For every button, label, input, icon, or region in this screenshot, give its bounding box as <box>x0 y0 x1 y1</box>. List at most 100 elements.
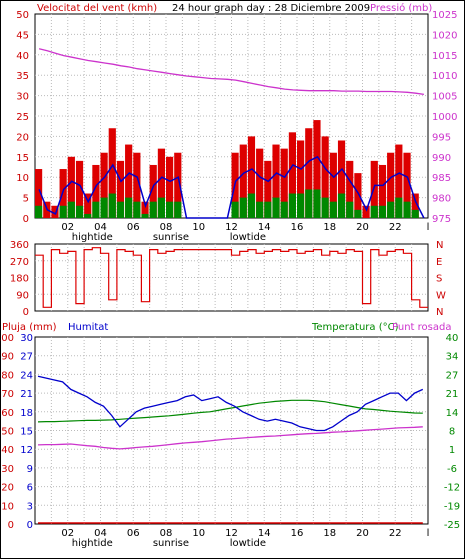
wind-gust-bar <box>133 152 141 218</box>
wind-low-bar <box>231 201 239 218</box>
direction-y-tick: 0 <box>23 307 29 318</box>
hour-tick-label: 10 <box>192 222 205 233</box>
hour-tick-label: 16 <box>291 528 304 539</box>
hour-tick-label: 22 <box>389 528 402 539</box>
pressure-y-tick: 980 <box>432 194 451 205</box>
rain-y-tick: 70 <box>1 389 14 400</box>
wind-panel: 0510152025303540455097598098599099510001… <box>16 10 457 243</box>
wind-gust-bar <box>59 169 67 218</box>
temperature-y-tick: 34 <box>446 352 459 363</box>
wind-y-tick: 15 <box>16 153 29 164</box>
hour-tick-label: 06 <box>127 528 140 539</box>
direction-y-tick: 360 <box>10 240 29 251</box>
marker-lowtide: lowtide <box>230 538 266 549</box>
wind-gust-bar <box>354 173 362 218</box>
rain-y-tick: 100 <box>0 333 14 344</box>
hour-tick-label: 04 <box>94 528 107 539</box>
wind-gust-bar <box>51 205 59 218</box>
wind-gust-bar <box>264 160 272 218</box>
temperature-y-tick: 14 <box>446 408 459 419</box>
hour-tick-label: 16 <box>291 222 304 233</box>
wind-gust-bar <box>378 164 387 218</box>
hour-tick-label: 14 <box>258 528 271 539</box>
direction-y-tick: 270 <box>10 257 29 268</box>
wind-gust-bar <box>337 140 346 218</box>
humidity-y-tick: 30 <box>20 333 33 344</box>
wind-gust-bar <box>116 160 125 218</box>
rain-y-tick: 40 <box>1 445 14 456</box>
wind-low-bar <box>321 197 329 218</box>
wind-low-bar <box>133 201 141 218</box>
hour-tick-label: 02 <box>61 528 74 539</box>
wind-gust-bar <box>149 164 157 218</box>
wind-low-bar <box>157 197 165 218</box>
wind-gust-bar <box>362 205 370 218</box>
marker-sunrise: sunrise <box>153 538 189 549</box>
pressure-y-tick: 1015 <box>432 51 457 62</box>
wind-low-bar <box>247 193 256 218</box>
wind-low-bar <box>75 205 84 218</box>
wind-gust-bar <box>395 144 403 218</box>
rain-y-tick: 80 <box>1 370 14 381</box>
wind-gust-bar <box>35 169 43 218</box>
pressure-y-tick: 1020 <box>432 30 457 41</box>
direction-y-tick: 180 <box>10 274 29 285</box>
wind-low-bar <box>354 209 362 218</box>
compass-tick: W <box>436 290 446 301</box>
hour-tick-label: 18 <box>323 222 336 233</box>
pressure-y-tick: 985 <box>432 173 451 184</box>
hour-tick-label: 08 <box>160 222 173 233</box>
rain-axis-label: Pluja (mm) <box>2 322 57 333</box>
temperature-line <box>37 399 423 423</box>
wind-y-tick: 20 <box>16 132 29 143</box>
hour-tick-label: 02 <box>61 222 74 233</box>
wind-low-bar <box>67 201 75 218</box>
wind-gust-bar <box>84 193 92 218</box>
pressure-y-tick: 975 <box>432 214 451 225</box>
wind-y-tick: 30 <box>16 92 29 103</box>
wind-low-bar <box>100 197 108 218</box>
wind-y-tick: 35 <box>16 71 29 82</box>
humidity-y-tick: 3 <box>27 501 33 512</box>
pressure-axis-label: Pressió (mb) <box>370 2 432 14</box>
humidity-y-tick: 18 <box>20 408 33 419</box>
wind-y-tick: 50 <box>16 10 29 21</box>
wind-gust-bar <box>411 193 419 218</box>
graph-title: 24 hour graph day : 28 Diciembre 2009 <box>172 3 370 14</box>
wind-gust-bar <box>346 160 354 218</box>
wind-low-bar <box>264 201 272 218</box>
hour-tick-label: 12 <box>225 528 238 539</box>
temperature-y-tick: -12 <box>444 483 460 494</box>
wind-y-tick: 5 <box>23 194 29 205</box>
wind-gust-bar <box>75 160 84 218</box>
marker-sunrise: sunrise <box>153 232 189 243</box>
wind-low-bar <box>174 201 182 218</box>
wind-low-bar <box>378 205 387 218</box>
wind-gust-bar <box>305 128 313 218</box>
humidity-line <box>37 375 424 432</box>
wind-gust-bar <box>321 136 329 218</box>
wind-gust-bar <box>403 152 411 218</box>
hour-tick-label: l <box>427 222 430 233</box>
humidity-y-tick: 9 <box>27 464 33 475</box>
wind-low-bar <box>256 201 264 218</box>
temperature-y-tick: -6 <box>447 464 457 475</box>
wind-gust-bar <box>108 128 116 218</box>
rain-y-tick: 30 <box>1 464 14 475</box>
hour-tick-label: 12 <box>225 222 238 233</box>
wind-gust-bar <box>387 152 395 218</box>
temperature-y-tick: 1 <box>449 445 455 456</box>
hour-tick-label: 20 <box>356 528 369 539</box>
wind-low-bar <box>116 201 125 218</box>
wind-low-bar <box>84 213 92 218</box>
wind-y-tick: 40 <box>16 51 29 62</box>
marker-hightide: hightide <box>72 538 113 549</box>
humidity-y-tick: 24 <box>20 370 33 381</box>
wind-gust-bar <box>141 201 149 218</box>
compass-tick: N <box>436 240 443 251</box>
temperature-y-tick: 21 <box>446 389 459 400</box>
wind-gust-bar <box>370 160 378 218</box>
hour-tick-label: 20 <box>356 222 369 233</box>
temperature-y-tick: -19 <box>444 501 460 512</box>
